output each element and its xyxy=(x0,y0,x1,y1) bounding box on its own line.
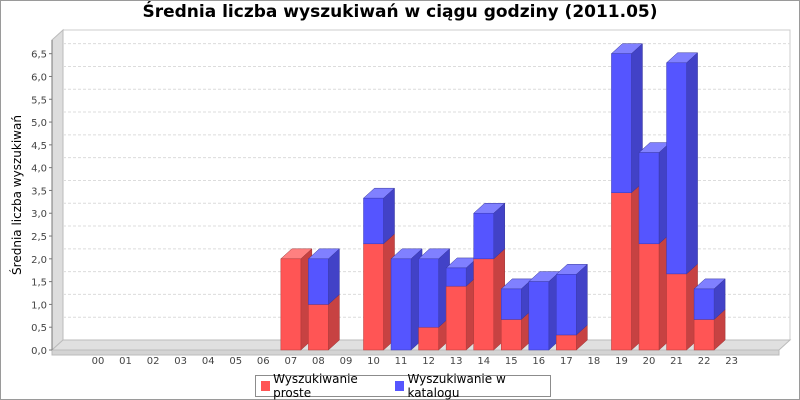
bar-side-21-s1 xyxy=(686,52,698,275)
x-tick-label-13: 13 xyxy=(450,356,463,367)
x-tick-label-08: 08 xyxy=(312,356,325,367)
bar-22-s1 xyxy=(693,288,715,320)
x-tick-label-10: 10 xyxy=(367,356,380,367)
bar-22-s0 xyxy=(693,319,715,351)
y-tick-label: 4,0 xyxy=(31,164,47,175)
legend-label-katalog: Wyszukiwanie w katalogu xyxy=(407,372,506,400)
y-tick-label: 6,5 xyxy=(31,50,47,61)
x-tick-label-07: 07 xyxy=(284,356,297,367)
x-tick-label-09: 09 xyxy=(340,356,353,367)
bar-20-s1 xyxy=(638,152,660,245)
x-tick-label-15: 15 xyxy=(505,356,518,367)
x-tick-label-21: 21 xyxy=(670,356,683,367)
bar-19-s0 xyxy=(611,192,632,351)
legend-label-proste: Wyszukiwanie proste xyxy=(273,372,358,400)
y-tick-label: 5,0 xyxy=(31,118,47,129)
x-tick-label-14: 14 xyxy=(477,356,490,367)
x-tick-label-16: 16 xyxy=(532,356,545,367)
bar-13-s1 xyxy=(445,267,467,287)
y-tick-label: 0,5 xyxy=(31,323,47,334)
y-tick-label: 6,0 xyxy=(31,72,47,83)
bar-16-s1 xyxy=(528,281,550,351)
x-tick-label-23: 23 xyxy=(725,356,738,367)
x-tick-label-06: 06 xyxy=(257,356,270,367)
bar-21-s0 xyxy=(666,273,687,351)
x-tick-label-01: 01 xyxy=(119,356,132,367)
bar-10-s1 xyxy=(363,197,384,245)
legend-swatch-katalog xyxy=(395,381,405,391)
legend: Wyszukiwanie proste Wyszukiwanie w katal… xyxy=(255,372,551,400)
bar-14-s0 xyxy=(473,258,494,351)
bar-side-17-s1 xyxy=(576,263,588,336)
x-tick-label-02: 02 xyxy=(147,356,160,367)
plot-left-wall xyxy=(51,28,64,352)
x-tick-label-12: 12 xyxy=(422,356,435,367)
y-tick-label: 1,5 xyxy=(31,278,47,289)
y-tick-label: 3,0 xyxy=(31,209,47,220)
bar-12-s1 xyxy=(418,258,439,328)
bar-15-s0 xyxy=(501,319,522,351)
bar-12-s0 xyxy=(418,326,439,351)
bar-13-s0 xyxy=(445,285,467,351)
x-tick-label-03: 03 xyxy=(174,356,187,367)
bar-07-s0 xyxy=(280,258,302,351)
bar-17-s0 xyxy=(556,334,577,351)
legend-item-katalog: Wyszukiwanie w katalogu xyxy=(395,372,548,400)
x-tick-label-17: 17 xyxy=(560,356,573,367)
bar-20-s0 xyxy=(638,243,660,351)
bar-19-s1 xyxy=(611,53,632,193)
bar-11-s1 xyxy=(390,258,412,351)
bar-17-s1 xyxy=(556,274,577,336)
y-tick-label: 2,0 xyxy=(31,255,47,266)
x-tick-label-19: 19 xyxy=(615,356,628,367)
bar-10-s0 xyxy=(363,243,384,351)
x-tick-label-22: 22 xyxy=(698,356,711,367)
bar-08-s0 xyxy=(308,304,329,351)
plot-floor-edge xyxy=(51,349,780,356)
x-tick-label-05: 05 xyxy=(229,356,242,367)
bar-21-s1 xyxy=(666,62,687,275)
y-tick-label: 3,5 xyxy=(31,186,47,197)
x-tick-label-11: 11 xyxy=(395,356,408,367)
bar-14-s1 xyxy=(473,212,494,260)
y-tick-label: 0,0 xyxy=(31,346,47,357)
chart-title: Średnia liczba wyszukiwań w ciągu godzin… xyxy=(142,2,658,22)
x-tick-label-00: 00 xyxy=(92,356,105,367)
bar-15-s1 xyxy=(501,288,522,320)
x-tick-label-04: 04 xyxy=(202,356,215,367)
legend-swatch-proste xyxy=(261,381,271,391)
y-tick-label: 5,5 xyxy=(31,95,47,106)
y-tick-label: 2,5 xyxy=(31,232,47,243)
y-tick-label: 1,0 xyxy=(31,300,47,311)
legend-item-proste: Wyszukiwanie proste xyxy=(261,372,388,400)
x-tick-label-18: 18 xyxy=(588,356,601,367)
x-tick-label-20: 20 xyxy=(643,356,656,367)
bar-08-s1 xyxy=(308,258,329,305)
y-axis-title: Średnia liczba wyszukiwań xyxy=(9,115,24,275)
y-tick-label: 4,5 xyxy=(31,141,47,152)
